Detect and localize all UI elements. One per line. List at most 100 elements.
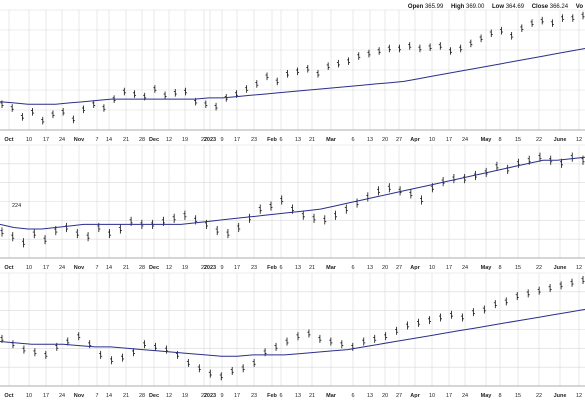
price-bar (344, 204, 348, 214)
x-tick-label: 17 (446, 137, 452, 143)
x-tick-label: 27 (396, 265, 402, 271)
price-bar (214, 102, 218, 111)
price-bar (495, 161, 499, 171)
x-tick-label: Mar (326, 137, 337, 143)
price-bar (118, 224, 122, 234)
x-tick-label: 6 (351, 393, 354, 399)
price-bar (570, 152, 574, 162)
price-bar (32, 229, 36, 239)
low-value: 364.69 (505, 4, 525, 10)
price-bar (506, 164, 510, 174)
x-tick-label: Mar (326, 393, 337, 399)
price-bar (110, 356, 114, 365)
x-tick-label: 7 (95, 265, 98, 271)
price-bar (215, 225, 219, 236)
price-bar (548, 284, 552, 293)
x-tick-label: 21 (309, 137, 315, 143)
x-tick-label: Oct (4, 393, 13, 399)
price-bar (493, 300, 497, 309)
price-bar (86, 232, 90, 242)
x-tick-label: 17 (234, 265, 240, 271)
x-tick-label: 15 (515, 137, 521, 143)
x-tick-label: Feb (267, 265, 277, 271)
price-bar (285, 70, 289, 78)
x-tick-label: 12 (576, 137, 582, 143)
x-tick-label: 10 (26, 393, 32, 399)
price-bar (537, 286, 541, 295)
price-bar (133, 90, 137, 98)
x-tick-label: 24 (59, 265, 65, 271)
x-tick-label: 6 (351, 265, 354, 271)
price-bar (186, 358, 190, 367)
x-tick-label: 22 (536, 393, 542, 399)
price-bar (387, 44, 391, 53)
price-bar (285, 337, 289, 346)
x-tick-label: 14 (106, 393, 112, 399)
price-bar (499, 26, 503, 35)
x-tick-label: 13 (367, 137, 373, 143)
price-bar (163, 91, 167, 100)
x-tick-label: 6 (279, 137, 282, 143)
price-bar (11, 232, 15, 242)
x-tick-label: 2023 (204, 393, 216, 399)
price-bar (559, 281, 563, 290)
x-tick-label: May (481, 393, 493, 399)
x-tick-label: 21 (123, 265, 129, 271)
price-bar (102, 104, 106, 112)
price-bar (398, 44, 402, 53)
x-tick-label: 13 (295, 265, 301, 271)
x-tick-label: 17 (43, 393, 49, 399)
price-bar (571, 14, 575, 22)
price-bar (237, 222, 241, 233)
x-tick-label: June (554, 393, 567, 399)
price-bar (316, 70, 320, 78)
price-bar (428, 43, 432, 51)
x-tick-label: June (554, 137, 567, 143)
price-bar (245, 85, 249, 93)
price-bar (581, 11, 585, 20)
price-bar (61, 108, 65, 116)
x-tick-label: 10 (26, 265, 32, 271)
moving-average-line (0, 308, 585, 357)
x-tick-label: 24 (59, 393, 65, 399)
x-tick-label: 8 (498, 393, 501, 399)
x-tick-label: 17 (43, 265, 49, 271)
price-bar (10, 104, 14, 112)
x-tick-label: 19 (182, 137, 188, 143)
x-tick-label: Dec (149, 265, 159, 271)
price-bar (11, 340, 15, 349)
price-bar (208, 369, 212, 378)
price-bar (252, 358, 256, 367)
annotation-label: 224 (12, 203, 21, 209)
price-bar (241, 364, 245, 373)
price-bar (153, 342, 157, 351)
x-tick-label: 12 (166, 265, 172, 271)
x-tick-label: 20 (382, 137, 388, 143)
price-bar (255, 80, 259, 88)
x-tick-label: 21 (123, 137, 129, 143)
x-tick-label: June (554, 265, 567, 271)
x-tick-label: 14 (106, 137, 112, 143)
price-bar (197, 364, 201, 373)
price-bar (329, 337, 333, 346)
price-bar (306, 64, 310, 73)
x-tick-label: 28 (139, 137, 145, 143)
price-bar (366, 192, 370, 202)
x-tick-label: 20 (382, 265, 388, 271)
price-bar (448, 47, 452, 55)
price-bar (153, 85, 157, 93)
price-bar (121, 353, 125, 362)
x-tick-label: 22 (536, 265, 542, 271)
low-label: Low (492, 4, 505, 10)
quote-summary: Open 365.99 High 369.00 Low 364.69 Close… (408, 4, 583, 10)
price-bar (471, 308, 475, 317)
x-tick-label: 10 (429, 393, 435, 399)
x-tick-label: Oct (4, 265, 13, 271)
price-bar (71, 115, 75, 124)
price-bar (326, 62, 330, 70)
x-tick-label: 21 (309, 265, 315, 271)
x-tick-label: 23 (251, 393, 257, 399)
x-tick-label: 17 (43, 137, 49, 143)
price-bar (164, 345, 168, 354)
price-bar (367, 49, 371, 58)
